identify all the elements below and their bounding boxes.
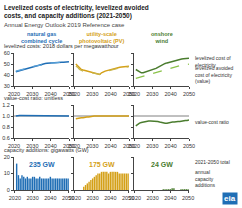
svg-text:2040: 2040 [45,91,57,97]
svg-text:levelized costs: 2018 dollars: levelized costs: 2018 dollars per megawa… [4,43,119,49]
svg-text:2040: 2040 [164,195,176,201]
svg-text:annualcapacityadditions: annualcapacityadditions [195,169,216,188]
svg-text:2030: 2030 [87,195,99,201]
svg-text:1.0: 1.0 [2,113,10,119]
svg-text:24 GW: 24 GW [151,161,173,168]
svg-text:2020: 2020 [68,143,80,149]
svg-text:2030: 2030 [146,143,158,149]
svg-text:2050: 2050 [183,143,195,149]
svg-text:50: 50 [4,61,10,67]
svg-text:2030: 2030 [27,195,39,201]
svg-text:2040: 2040 [44,195,56,201]
svg-text:2040: 2040 [45,143,57,149]
svg-text:Levelized costs of electricity: Levelized costs of electricity, levelize… [4,4,149,20]
svg-text:levelized cost ofelectricity: levelized cost ofelectricity [195,55,231,68]
svg-text:30: 30 [4,83,10,89]
svg-text:2030: 2030 [86,91,98,97]
svg-text:2020: 2020 [8,143,20,149]
svg-text:1.2: 1.2 [2,102,10,108]
svg-text:Annual Energy Outlook 2019 Ref: Annual Energy Outlook 2019 Reference cas… [4,22,125,28]
svg-text:60: 60 [4,50,10,56]
svg-text:2050: 2050 [62,195,74,201]
svg-text:2040: 2040 [104,195,116,201]
svg-text:2030: 2030 [146,91,158,97]
svg-text:2050: 2050 [63,143,75,149]
svg-text:2050: 2050 [122,195,134,201]
svg-text:175 GW: 175 GW [89,161,115,168]
svg-text:2020: 2020 [128,143,140,149]
svg-text:value-cost ratio: value-cost ratio [195,119,229,125]
svg-text:0.8: 0.8 [2,124,10,130]
svg-text:2020: 2020 [128,91,140,97]
svg-text:capacity additions: gigawatts: capacity additions: gigawatts (GW) [4,147,89,153]
svg-text:2050: 2050 [63,91,75,97]
svg-text:2020: 2020 [68,91,80,97]
svg-text:utility-scalephotovoltaic (PV): utility-scalephotovoltaic (PV) [79,31,124,44]
svg-text:onshorewind: onshorewind [151,31,173,44]
svg-text:2020: 2020 [129,195,141,201]
svg-text:2030: 2030 [26,91,38,97]
svg-text:0.6: 0.6 [2,135,10,141]
svg-text:natural gascombined cycle: natural gascombined cycle [21,31,62,44]
svg-text:2040: 2040 [105,91,117,97]
svg-text:value-cost ratio: unitless: value-cost ratio: unitless [4,95,63,101]
svg-text:40: 40 [4,72,10,78]
svg-text:2030: 2030 [26,143,38,149]
svg-text:2050: 2050 [183,91,195,97]
svg-text:eia: eia [224,194,236,203]
svg-text:2050: 2050 [123,143,135,149]
svg-text:2020: 2020 [8,91,20,97]
svg-text:2050: 2050 [182,195,194,201]
svg-text:2040: 2040 [165,143,177,149]
svg-text:2030: 2030 [147,195,159,201]
svg-text:10: 10 [4,170,10,176]
svg-text:2050: 2050 [123,91,135,97]
svg-text:2030: 2030 [86,143,98,149]
svg-text:2021-2050 total: 2021-2050 total [195,159,230,165]
svg-text:0: 0 [7,187,10,193]
svg-text:2040: 2040 [105,143,117,149]
svg-text:2040: 2040 [165,91,177,97]
svg-text:235 GW: 235 GW [29,161,55,168]
svg-text:levelized avoidedcost of elect: levelized avoidedcost of electricity(val… [195,65,234,84]
svg-text:2020: 2020 [9,195,21,201]
svg-text:2020: 2020 [69,195,81,201]
svg-text:20: 20 [4,154,10,160]
